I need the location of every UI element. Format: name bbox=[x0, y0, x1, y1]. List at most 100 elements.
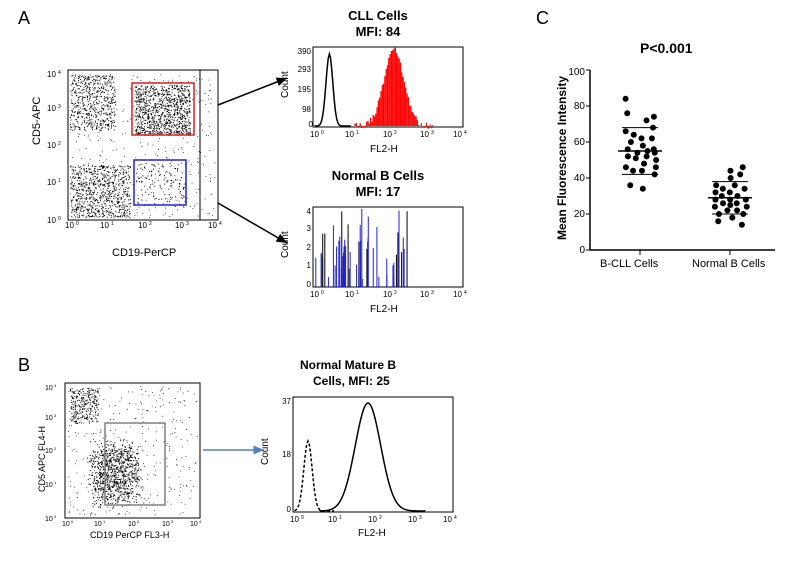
svg-text:10: 10 bbox=[453, 290, 462, 299]
svg-text:1: 1 bbox=[103, 519, 106, 524]
hist2-title: Normal B Cells bbox=[298, 168, 458, 183]
svg-text:2: 2 bbox=[149, 221, 152, 227]
svg-text:10: 10 bbox=[138, 221, 147, 230]
hist1-mfi: MFI: 84 bbox=[318, 24, 438, 39]
svg-text:0: 0 bbox=[307, 280, 312, 289]
svg-text:80: 80 bbox=[574, 101, 586, 112]
svg-text:3: 3 bbox=[186, 221, 189, 227]
hist2-mfi: MFI: 17 bbox=[318, 184, 438, 199]
svg-text:10: 10 bbox=[45, 516, 53, 523]
svg-text:10: 10 bbox=[47, 216, 56, 225]
svg-text:10: 10 bbox=[408, 515, 417, 524]
hist1-xlabel: FL2-H bbox=[370, 144, 398, 155]
svg-text:4: 4 bbox=[307, 207, 312, 216]
panel-a-hist2: 0 1 2 3 4 100 101 102 103 104 bbox=[285, 202, 470, 307]
svg-text:10: 10 bbox=[420, 290, 429, 299]
svg-text:10: 10 bbox=[62, 521, 70, 528]
svg-text:2: 2 bbox=[394, 290, 397, 296]
svg-text:1: 1 bbox=[111, 221, 114, 227]
svg-text:10: 10 bbox=[443, 515, 452, 524]
svg-text:0: 0 bbox=[579, 245, 585, 256]
svg-text:10: 10 bbox=[162, 521, 170, 528]
svg-text:3: 3 bbox=[58, 104, 61, 110]
arrow-cll bbox=[215, 70, 295, 110]
panel-b-hist: 0 18 37 100 101 102 103 104 bbox=[265, 392, 460, 537]
svg-text:100: 100 bbox=[568, 67, 585, 78]
panel-c-xtick1: B-CLL Cells bbox=[600, 258, 658, 270]
svg-text:60: 60 bbox=[574, 137, 586, 148]
svg-text:20: 20 bbox=[574, 209, 586, 220]
panel-a-scatter-xlabel: CD19-PerCP bbox=[112, 247, 176, 259]
svg-text:10: 10 bbox=[345, 290, 354, 299]
svg-text:10: 10 bbox=[128, 521, 136, 528]
svg-text:10: 10 bbox=[47, 104, 56, 113]
svg-text:10: 10 bbox=[45, 415, 53, 422]
svg-text:4: 4 bbox=[464, 290, 467, 296]
svg-text:4: 4 bbox=[54, 383, 57, 388]
histB-xlabel: FL2-H bbox=[358, 528, 386, 539]
svg-text:0: 0 bbox=[287, 505, 292, 514]
svg-text:1: 1 bbox=[54, 480, 57, 485]
panel-b-scatter-xlabel: CD19 PerCP FL3-H bbox=[90, 530, 169, 540]
panel-a-scatter-ylabel: CD5-APC bbox=[31, 97, 43, 145]
svg-text:1: 1 bbox=[307, 261, 312, 270]
svg-text:10: 10 bbox=[383, 290, 392, 299]
svg-text:10: 10 bbox=[420, 130, 429, 139]
svg-text:4: 4 bbox=[454, 515, 457, 521]
panel-a-hist1: 0 98 195 293 390 100 101 102 103 104 bbox=[285, 42, 470, 147]
svg-text:10: 10 bbox=[290, 515, 299, 524]
svg-text:2: 2 bbox=[307, 243, 312, 252]
svg-text:40: 40 bbox=[574, 173, 586, 184]
panel-c-xtick2: Normal B Cells bbox=[692, 258, 765, 270]
svg-text:3: 3 bbox=[419, 515, 422, 521]
svg-text:0: 0 bbox=[321, 290, 324, 296]
panel-a-scatter: 100 101 102 103 104 100 101 102 103 104 bbox=[40, 65, 225, 250]
svg-text:10: 10 bbox=[47, 141, 56, 150]
panel-b-scatter: 100 101 102 103 104 100 101 102 103 104 bbox=[40, 378, 210, 548]
svg-text:10: 10 bbox=[368, 515, 377, 524]
svg-text:10: 10 bbox=[453, 130, 462, 139]
hist1-title: CLL Cells bbox=[318, 8, 438, 23]
histB-mfi: Cells, MFI: 25 bbox=[313, 374, 390, 388]
svg-text:0: 0 bbox=[54, 514, 57, 519]
svg-text:0: 0 bbox=[76, 221, 79, 227]
svg-text:1: 1 bbox=[356, 130, 359, 136]
svg-text:10: 10 bbox=[383, 130, 392, 139]
panel-c-chart: 0 20 40 60 80 100 bbox=[555, 60, 790, 290]
histB-title: Normal Mature B bbox=[300, 358, 396, 372]
svg-text:37: 37 bbox=[282, 397, 291, 406]
svg-text:10: 10 bbox=[310, 130, 319, 139]
panel-b-label: B bbox=[18, 355, 30, 376]
panel-b-scatter-ylabel: CD5 APC FL4-H bbox=[37, 426, 47, 492]
svg-text:10: 10 bbox=[47, 178, 56, 187]
svg-text:3: 3 bbox=[54, 413, 57, 418]
svg-text:293: 293 bbox=[298, 65, 312, 74]
svg-text:10: 10 bbox=[328, 515, 337, 524]
svg-text:1: 1 bbox=[339, 515, 342, 521]
panel-c-label: C bbox=[536, 8, 549, 29]
svg-text:10: 10 bbox=[175, 221, 184, 230]
svg-text:0: 0 bbox=[58, 216, 61, 222]
svg-text:3: 3 bbox=[431, 130, 434, 136]
svg-text:10: 10 bbox=[310, 290, 319, 299]
arrow-normalb bbox=[215, 195, 295, 250]
svg-text:10: 10 bbox=[94, 521, 102, 528]
svg-text:390: 390 bbox=[298, 47, 312, 56]
svg-text:0: 0 bbox=[309, 120, 314, 129]
svg-text:1: 1 bbox=[58, 178, 61, 184]
svg-text:10: 10 bbox=[45, 385, 53, 392]
svg-text:3: 3 bbox=[431, 290, 434, 296]
arrow-b bbox=[200, 440, 270, 460]
svg-text:10: 10 bbox=[47, 70, 56, 79]
svg-text:10: 10 bbox=[190, 521, 198, 528]
svg-text:2: 2 bbox=[137, 519, 140, 524]
svg-text:10: 10 bbox=[345, 130, 354, 139]
svg-text:10: 10 bbox=[100, 221, 109, 230]
svg-text:2: 2 bbox=[54, 446, 57, 451]
svg-text:4: 4 bbox=[58, 70, 61, 76]
panel-c-pval: P<0.001 bbox=[640, 40, 693, 56]
svg-text:195: 195 bbox=[298, 85, 312, 94]
svg-text:2: 2 bbox=[379, 515, 382, 521]
svg-text:3: 3 bbox=[307, 224, 312, 233]
panel-c-ylabel: Mean Fluorescence Intensity bbox=[555, 76, 569, 240]
